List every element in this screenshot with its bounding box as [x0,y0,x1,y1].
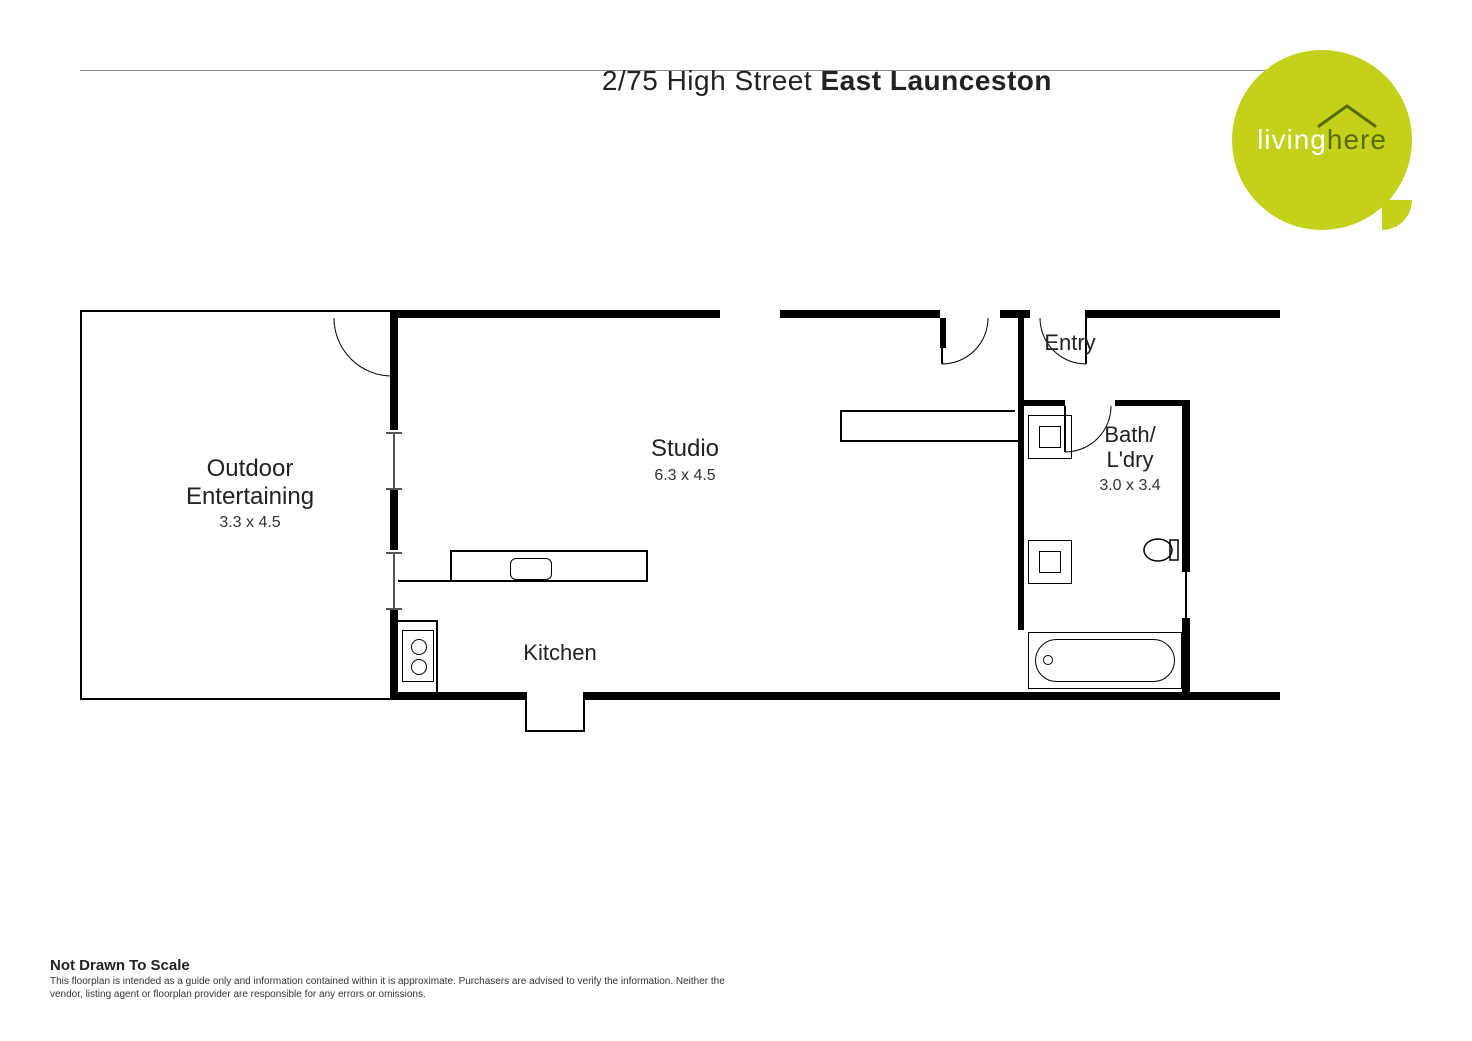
bath-left-opening-line [1018,450,1024,590]
outdoor-wall-top [80,310,390,312]
room-name-kitchen: Kitchen [500,640,620,665]
bench-island-top [450,550,648,552]
logo-text: livinghere [1257,124,1387,156]
disclaimer-title: Not Drawn To Scale [50,957,750,974]
top-wall-3 [1000,310,1030,318]
kitchen-door-jamb-l [525,692,527,732]
bench-top [398,580,648,582]
kitchen-sink-icon [510,558,552,580]
label-entry: Entry [1030,330,1110,355]
label-outdoor: OutdoorEntertaining 3.3 x 4.5 [150,455,350,532]
window-glass-2 [393,552,395,610]
header-rule: 2/75 High Street East Launceston [80,70,1272,71]
label-studio: Studio 6.3 x 4.5 [620,435,750,485]
floor-plan: OutdoorEntertaining 3.3 x 4.5 Studio 6.3… [80,310,1190,700]
door-arc-entry-left [938,316,1004,376]
room-name-outdoor: OutdoorEntertaining [150,455,350,510]
logo-text-right: here [1327,124,1387,155]
logo-tail [1382,200,1412,230]
kitchen-door-jamb-r [583,692,585,732]
room-dim-bath: 3.0 x 3.4 [1080,477,1180,495]
disclaimer-body: This floorplan is intended as a guide on… [50,976,750,1001]
vanity-2-icon [1028,540,1072,584]
cooktop-icon [402,630,434,682]
studio-counter-top [840,410,1015,412]
bench-island-left [450,550,452,580]
studio-counter-left [840,410,842,442]
logo-text-left: living [1257,124,1327,155]
entry-left-wall [1018,318,1024,403]
bathtub-icon [1028,632,1182,689]
room-name-bath: Bath/L'dry [1080,422,1180,473]
outdoor-wall-left [80,310,82,700]
kitchen-door-step [525,730,585,732]
room-dim-studio: 6.3 x 4.5 [620,467,750,485]
bath-window-glass [1185,570,1187,620]
house-roof-icon [1317,102,1377,128]
kitchen-door-gap [525,692,585,700]
page-title: 2/75 High Street East Launceston [602,65,1052,97]
top-wall-2 [780,310,940,318]
door-arc-studio [332,316,402,386]
outdoor-wall-bottom [80,698,390,700]
bench-return-down [436,620,438,692]
bottom-wall [390,692,1280,700]
address-prefix: 2/75 High Street [602,65,812,96]
bench-right-up [646,550,648,582]
page: 2/75 High Street East Launceston livingh… [0,0,1472,1041]
window-glass-1 [393,432,395,490]
label-kitchen: Kitchen [500,640,620,665]
disclaimer: Not Drawn To Scale This floorplan is int… [50,957,750,1001]
right-wall [1182,400,1190,700]
label-bath: Bath/L'dry 3.0 x 3.4 [1080,422,1180,495]
room-name-studio: Studio [620,435,750,463]
studio-counter-bot [840,440,1020,442]
address-suburb: East Launceston [820,65,1052,96]
top-wall-overhang [1190,310,1280,318]
top-wall-1 [390,310,720,318]
room-name-entry: Entry [1030,330,1110,355]
room-dim-outdoor: 3.3 x 4.5 [150,514,350,532]
bench-return [398,620,438,622]
toilet-icon [1140,530,1180,570]
